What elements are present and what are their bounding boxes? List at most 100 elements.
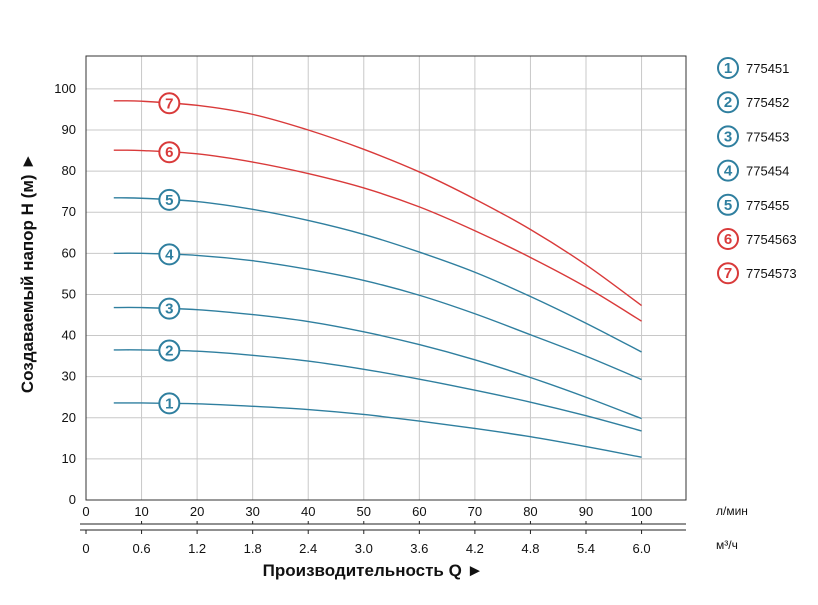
series-line-5 bbox=[113, 197, 642, 353]
x2-tick-label: 4.2 bbox=[466, 541, 484, 556]
x-tick-label: 70 bbox=[468, 504, 482, 519]
y-tick-label: 60 bbox=[62, 245, 76, 260]
y-tick-label: 80 bbox=[62, 163, 76, 178]
series-marker-number: 5 bbox=[165, 192, 173, 209]
x2-tick-label: 5.4 bbox=[577, 541, 595, 556]
x-ticks: 0 10 20 30 40 50 60 70 80 90 100 bbox=[82, 504, 652, 524]
series-marker-1: 1 bbox=[158, 392, 181, 415]
legend-marker bbox=[717, 91, 739, 114]
x-unit-label: л/мин bbox=[716, 504, 748, 518]
x-tick-label: 60 bbox=[412, 504, 426, 519]
series-marker-number: 2 bbox=[165, 343, 173, 360]
series-marker-number: 1 bbox=[165, 395, 173, 412]
series bbox=[113, 100, 642, 458]
legend-item: 7 7754573 bbox=[717, 262, 797, 285]
legend-label: 775453 bbox=[746, 129, 789, 144]
series-marker-circle bbox=[158, 392, 181, 415]
legend-marker bbox=[717, 57, 739, 79]
x-tick-label: 10 bbox=[134, 504, 148, 519]
x-tick-label: 100 bbox=[631, 504, 653, 519]
legend-item: 3 775453 bbox=[717, 125, 789, 148]
legend-item: 6 7754563 bbox=[717, 228, 797, 250]
series-marker-2: 2 bbox=[158, 339, 181, 362]
series-line-3 bbox=[113, 306, 642, 420]
x2-tick-label: 1.8 bbox=[244, 541, 262, 556]
x-tick-label: 30 bbox=[245, 504, 259, 519]
x2-tick-label: 2.4 bbox=[299, 541, 317, 556]
y-tick-label: 50 bbox=[62, 286, 76, 301]
series-marker-5: 5 bbox=[158, 188, 181, 211]
x2-tick-label: 0 bbox=[82, 541, 89, 556]
y-tick-label: 100 bbox=[54, 81, 76, 96]
x2-tick-label: 0.6 bbox=[133, 541, 151, 556]
series-marker-number: 3 bbox=[165, 301, 173, 318]
y-tick-label: 20 bbox=[62, 410, 76, 425]
legend-marker-number: 7 bbox=[724, 265, 732, 282]
legend-marker-number: 3 bbox=[724, 128, 732, 145]
x-tick-label: 50 bbox=[357, 504, 371, 519]
grid bbox=[85, 56, 686, 501]
series-marker-number: 7 bbox=[165, 95, 173, 112]
legend-marker bbox=[717, 228, 739, 250]
legend-marker-number: 4 bbox=[724, 163, 733, 180]
y-ticks: 0 10 20 30 40 50 60 70 80 90 100 bbox=[54, 81, 76, 507]
legend-item: 5 775455 bbox=[717, 193, 789, 216]
x-tick-label: 90 bbox=[579, 504, 593, 519]
series-marker-number: 4 bbox=[165, 246, 174, 263]
legend-item: 4 775454 bbox=[717, 159, 789, 182]
y-tick-label: 40 bbox=[62, 328, 76, 343]
x2-tick-label: 6.0 bbox=[633, 541, 651, 556]
x2-tick-label: 1.2 bbox=[188, 541, 206, 556]
x-tick-label: 0 bbox=[82, 504, 89, 519]
series-marker-circle bbox=[158, 243, 181, 266]
series-line-1 bbox=[113, 402, 642, 458]
series-marker-number: 6 bbox=[165, 144, 173, 161]
x-tick-label: 80 bbox=[523, 504, 537, 519]
legend-marker-number: 5 bbox=[724, 197, 732, 214]
series-marker-3: 3 bbox=[158, 297, 181, 320]
legend: 1 775451 2 775452 3 775453 4 775454 5 775455 6 7754… bbox=[717, 57, 797, 285]
legend-label: 775452 bbox=[746, 95, 789, 110]
y-axis-title: Создаваемый напор Н (м) ► bbox=[18, 153, 37, 393]
series-markers: 1 2 3 4 5 6 7 bbox=[158, 92, 181, 415]
legend-marker-number: 6 bbox=[724, 231, 732, 248]
y-tick-label: 30 bbox=[62, 369, 76, 384]
y-tick-label: 0 bbox=[69, 492, 76, 507]
plot-frame bbox=[85, 55, 687, 501]
legend-marker-number: 1 bbox=[724, 60, 732, 77]
legend-item: 2 775452 bbox=[717, 91, 789, 114]
series-line-2 bbox=[113, 349, 642, 432]
legend-label: 7754563 bbox=[746, 232, 797, 247]
legend-marker bbox=[717, 193, 739, 216]
x2-tick-label: 3.0 bbox=[355, 541, 373, 556]
series-marker-circle bbox=[158, 339, 181, 362]
series-marker-6: 6 bbox=[158, 141, 181, 164]
x2-ticks: 0 0.6 1.2 1.8 2.4 3.0 3.6 4.2 4.8 5.4 6.0 bbox=[82, 530, 651, 556]
series-marker-circle bbox=[158, 188, 181, 211]
x2-tick-label: 4.8 bbox=[521, 541, 539, 556]
legend-label: 775455 bbox=[746, 198, 789, 213]
x-axis-title: Производительность Q ► bbox=[263, 561, 484, 580]
legend-marker-number: 2 bbox=[724, 94, 732, 111]
series-marker-circle bbox=[158, 297, 181, 320]
legend-label: 775451 bbox=[746, 61, 789, 76]
series-marker-7: 7 bbox=[158, 92, 181, 115]
legend-marker bbox=[717, 159, 739, 182]
legend-marker bbox=[717, 262, 739, 285]
legend-label: 775454 bbox=[746, 164, 789, 179]
x-tick-label: 40 bbox=[301, 504, 315, 519]
series-marker-circle bbox=[158, 92, 181, 115]
legend-label: 7754573 bbox=[746, 266, 797, 281]
series-line-6 bbox=[113, 149, 642, 322]
legend-item: 1 775451 bbox=[717, 57, 789, 79]
x2-unit-label: м³/ч bbox=[716, 538, 738, 552]
y-tick-label: 90 bbox=[62, 122, 76, 137]
y-tick-label: 10 bbox=[62, 451, 76, 466]
legend-marker bbox=[717, 125, 739, 148]
series-marker-circle bbox=[158, 141, 181, 164]
series-marker-4: 4 bbox=[158, 243, 181, 266]
y-tick-label: 70 bbox=[62, 204, 76, 219]
series-line-7 bbox=[113, 100, 642, 307]
